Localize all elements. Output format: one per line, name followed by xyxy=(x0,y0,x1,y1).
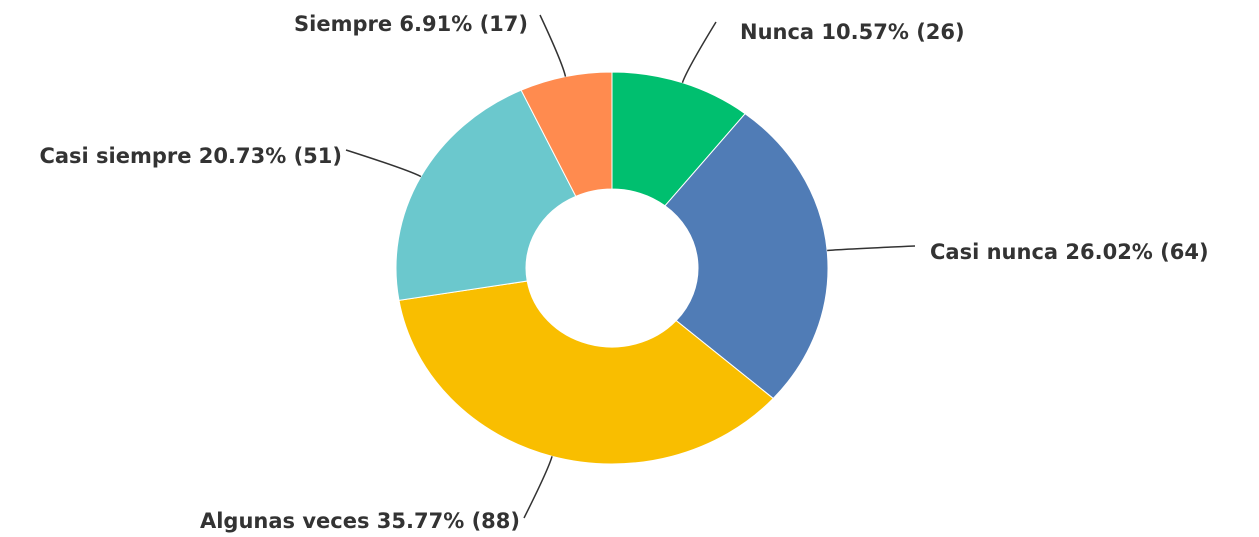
data-label: Algunas veces 35.77% (88) xyxy=(200,509,520,533)
label-category: Siempre xyxy=(294,12,392,36)
leader-line xyxy=(539,14,567,77)
leader-line xyxy=(681,21,717,83)
label-value: 6.91% (17) xyxy=(399,12,528,36)
label-category: Algunas veces xyxy=(200,509,370,533)
leader-line xyxy=(523,456,553,519)
label-value: 20.73% (51) xyxy=(199,144,342,168)
data-label: Nunca 10.57% (26) xyxy=(740,20,965,44)
label-value: 26.02% (64) xyxy=(1065,240,1208,264)
label-category: Nunca xyxy=(740,20,814,44)
data-label: Casi siempre 20.73% (51) xyxy=(39,144,342,168)
data-label: Casi nunca 26.02% (64) xyxy=(930,240,1209,264)
leader-line xyxy=(345,149,422,178)
slice xyxy=(395,89,577,301)
label-category: Casi nunca xyxy=(930,240,1058,264)
data-label: Siempre 6.91% (17) xyxy=(294,12,528,36)
leader-line xyxy=(827,245,916,252)
slice xyxy=(520,71,613,197)
label-value: 10.57% (26) xyxy=(821,20,964,44)
slice xyxy=(664,112,829,400)
label-category: Casi siempre xyxy=(39,144,191,168)
label-value: 35.77% (88) xyxy=(377,509,520,533)
slice xyxy=(398,280,774,465)
